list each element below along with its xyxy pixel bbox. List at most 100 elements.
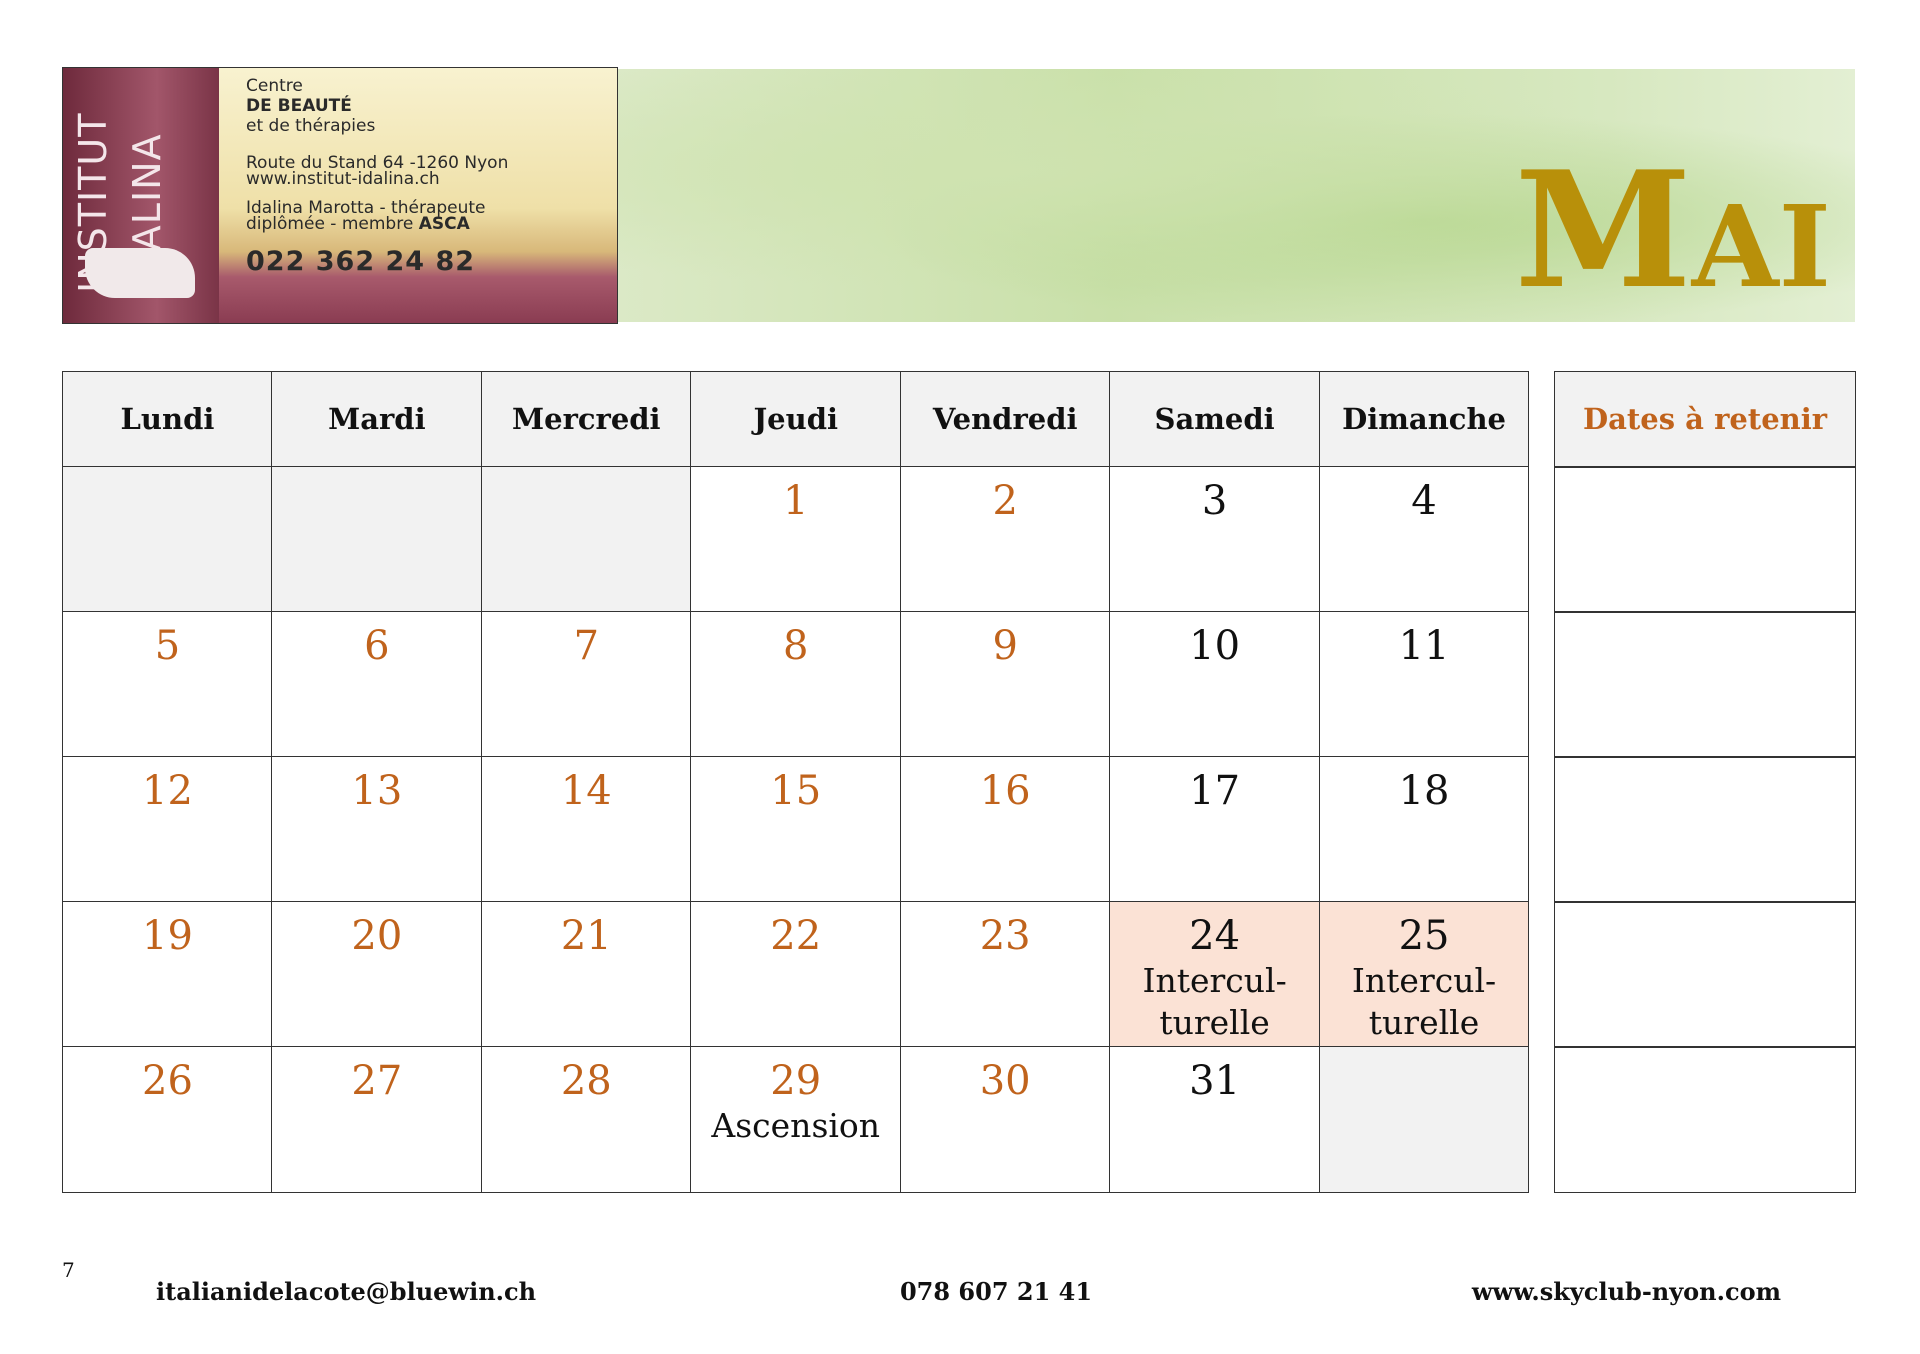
logo-shape	[85, 248, 195, 298]
ad-text: et de thérapies	[246, 116, 376, 136]
day-number: 12	[142, 768, 193, 814]
day-number: 21	[560, 913, 612, 959]
month-title: Mai	[1514, 136, 1831, 324]
day-cell: 21	[480, 901, 692, 1048]
day-number: 3	[1201, 478, 1228, 524]
day-cell: 19	[62, 901, 273, 1048]
day-cell: 23	[899, 901, 1111, 1048]
day-cell: 7	[480, 611, 692, 758]
day-number: 26	[142, 1058, 193, 1104]
dates-cell	[1554, 466, 1856, 613]
day-cell: 4	[1318, 466, 1530, 613]
weekday-header: Dimanche	[1318, 371, 1530, 468]
dates-cell	[1554, 756, 1856, 903]
weekday-header: Mercredi	[480, 371, 692, 468]
day-note: turelle	[1159, 1003, 1270, 1042]
footer-website: www.skyclub-nyon.com	[1471, 1277, 1781, 1306]
day-number: 22	[770, 913, 822, 959]
day-number: 13	[351, 768, 403, 814]
day-cell: 29 Ascension	[690, 1046, 902, 1193]
day-cell: 16	[899, 756, 1111, 903]
day-cell: 26	[62, 1046, 273, 1193]
day-cell: 20	[271, 901, 483, 1048]
day-number: 16	[979, 768, 1031, 814]
day-cell: 17	[1109, 756, 1321, 903]
day-number: 1	[783, 478, 809, 524]
weekday-header: Mardi	[271, 371, 483, 468]
day-cell	[1318, 1046, 1530, 1193]
day-number: 27	[351, 1058, 403, 1104]
dates-header: Dates à retenir	[1554, 371, 1856, 468]
day-number: 31	[1189, 1058, 1241, 1104]
day-cell: 25 Intercul-turelle	[1318, 901, 1530, 1048]
weekday-header: Lundi	[62, 371, 273, 468]
day-cell: 9	[899, 611, 1111, 758]
day-number: 30	[979, 1058, 1031, 1104]
day-cell: 22	[690, 901, 902, 1048]
day-number: 19	[142, 913, 193, 959]
day-number: 24	[1189, 913, 1241, 959]
day-note: Intercul-	[1351, 961, 1497, 1000]
weekday-header: Jeudi	[690, 371, 902, 468]
day-cell: 2	[899, 466, 1111, 613]
dates-cell	[1554, 901, 1856, 1048]
footer-email: italianidelacote@bluewin.ch	[156, 1277, 537, 1306]
day-number: 18	[1398, 768, 1450, 814]
ad-text: diplômée - membre	[246, 214, 414, 234]
day-note: turelle	[1368, 1003, 1480, 1042]
day-cell	[480, 466, 692, 613]
banner	[618, 69, 1855, 322]
day-cell: 5	[62, 611, 273, 758]
day-cell: 15	[690, 756, 902, 903]
day-number: 4	[1411, 478, 1437, 524]
day-number: 14	[560, 768, 612, 814]
day-number: 8	[783, 623, 809, 669]
ad-phone: 022 362 24 82	[246, 246, 476, 277]
day-number: 28	[560, 1058, 612, 1104]
dates-cell	[1554, 1046, 1856, 1193]
day-cell: 3	[1109, 466, 1321, 613]
day-cell: 13	[271, 756, 483, 903]
day-number: 2	[992, 478, 1018, 524]
day-number: 15	[770, 768, 822, 814]
dates-cell	[1554, 611, 1856, 758]
advertisement: INSTITUT IDALINA Centre DE BEAUTÉ et de …	[62, 67, 618, 324]
ad-text: Route du Stand 64 -1260 Nyon	[246, 153, 509, 173]
day-cell: 31	[1109, 1046, 1321, 1193]
day-cell: 18	[1318, 756, 1530, 903]
ad-text: diplômée - membre ASCA	[246, 214, 470, 234]
ad-text: ASCA	[418, 214, 470, 234]
day-cell: 24 Intercul-turelle	[1109, 901, 1321, 1048]
day-number: 20	[351, 913, 403, 959]
day-number: 23	[979, 913, 1031, 959]
weekday-header: Vendredi	[899, 371, 1111, 468]
day-number: 6	[364, 623, 390, 669]
ad-text: DE BEAUTÉ	[246, 96, 352, 116]
day-note: Intercul-	[1142, 961, 1287, 1000]
day-number: 29	[770, 1058, 822, 1104]
day-number: 5	[154, 623, 181, 669]
day-cell: 30	[899, 1046, 1111, 1193]
day-number: 9	[992, 623, 1018, 669]
ad-text: Idalina Marotta - thérapeute	[246, 198, 486, 218]
page-number: 7	[62, 1258, 75, 1282]
day-cell: 11	[1318, 611, 1530, 758]
day-number: 11	[1398, 623, 1450, 669]
ad-text: www.institut-idalina.ch	[246, 169, 440, 189]
day-cell: 8	[690, 611, 902, 758]
day-number: 7	[573, 623, 600, 669]
ad-text: Centre	[246, 76, 303, 96]
day-cell: 10	[1109, 611, 1321, 758]
day-number: 25	[1398, 913, 1450, 959]
day-number: 10	[1189, 623, 1241, 669]
weekday-header: Samedi	[1109, 371, 1321, 468]
footer-phone: 078 607 21 41	[899, 1277, 1093, 1306]
day-cell: 6	[271, 611, 483, 758]
day-cell: 12	[62, 756, 273, 903]
day-cell	[271, 466, 483, 613]
day-cell: 1	[690, 466, 902, 613]
day-note: Ascension	[711, 1106, 881, 1145]
day-number: 17	[1189, 768, 1241, 814]
day-cell	[62, 466, 273, 613]
